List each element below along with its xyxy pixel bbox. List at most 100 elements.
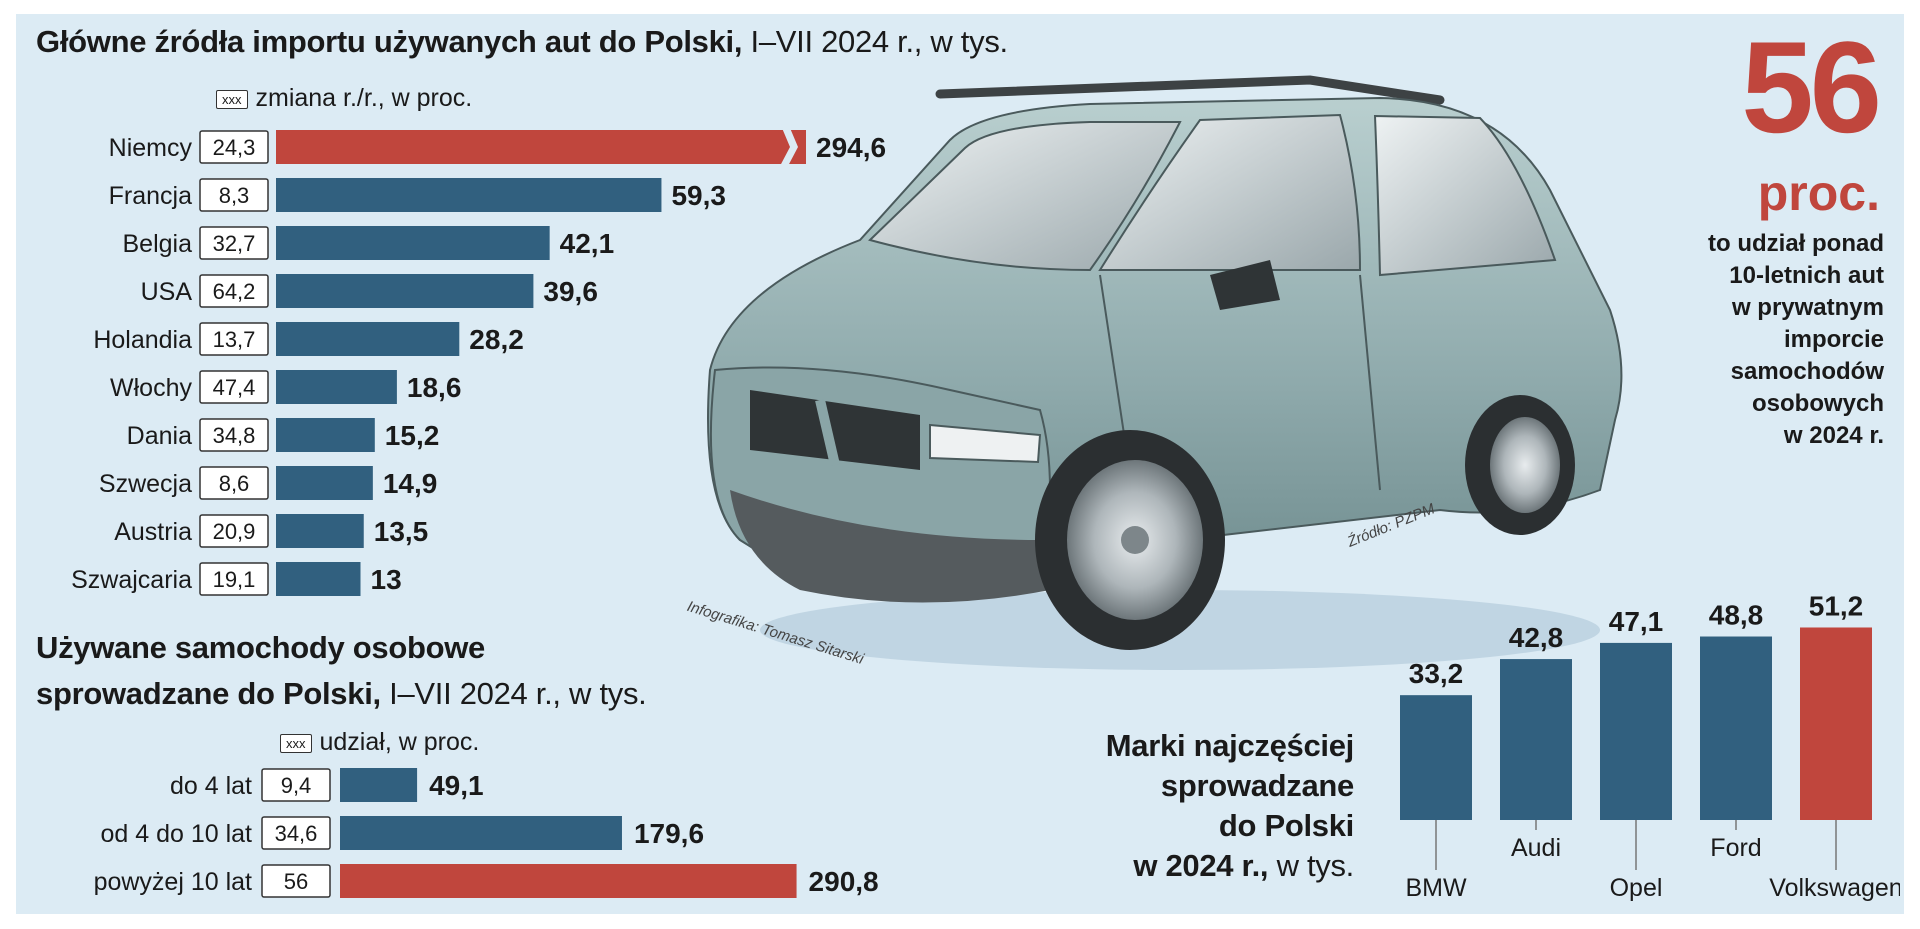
chart3-title-line2: sprowadzane	[1160, 768, 1354, 803]
value-label: 59,3	[671, 180, 726, 211]
value-label: 39,6	[543, 276, 598, 307]
change-box	[199, 514, 269, 548]
bar	[276, 370, 397, 404]
category-label: Francja	[109, 182, 192, 210]
change-value: 64,2	[213, 279, 256, 304]
bar	[1500, 659, 1572, 820]
chart3-title: Marki najczęściej sprowadzane do Polski …	[1105, 726, 1355, 886]
change-value: 20,9	[213, 519, 256, 544]
chart1-legend-text: zmiana r./r., w proc.	[255, 84, 473, 112]
chart3-title-suffix: w tys.	[1276, 848, 1355, 883]
category-label: Austria	[114, 518, 192, 546]
value-label: 42,8	[1509, 622, 1564, 653]
change-value: 8,3	[219, 183, 250, 208]
category-label: Holandia	[93, 326, 192, 354]
category-label: Belgia	[123, 230, 193, 258]
bar	[276, 130, 806, 164]
category-label: powyżej 10 lat	[94, 868, 252, 896]
bar	[276, 178, 662, 212]
value-label: 294,6	[816, 132, 886, 163]
chart2-title-suffix: I–VII 2024 r., w tys.	[389, 676, 647, 711]
callout-number: 56	[1741, 14, 1882, 160]
chart1-legend: xxx zmiana r./r., w proc.	[216, 84, 472, 113]
share-box	[261, 768, 331, 802]
change-value: 34,8	[213, 423, 256, 448]
change-box	[199, 370, 269, 404]
bar	[340, 768, 418, 802]
value-label: 51,2	[1809, 590, 1864, 621]
bar	[276, 562, 361, 596]
chart3-title-bold: w 2024 r.,	[1133, 848, 1269, 883]
chart2-legend-box: xxx	[280, 733, 312, 753]
value-label: 18,6	[407, 372, 462, 403]
value-label: 28,2	[469, 324, 524, 355]
value-label: 42,1	[560, 228, 615, 259]
value-label: 47,1	[1609, 606, 1664, 637]
chart2-title-main: sprowadzane do Polski,	[36, 676, 381, 711]
bar	[276, 322, 460, 356]
change-box	[199, 562, 269, 596]
value-label: 179,6	[634, 818, 704, 849]
chart3-title-line3: do Polski	[1218, 808, 1354, 843]
chart1-legend-box: xxx	[216, 89, 248, 109]
value-label: 290,8	[809, 866, 879, 897]
share-value: 56	[284, 869, 308, 894]
chart3-title-line4: w 2024 r., w tys.	[1106, 846, 1354, 886]
axis-break-mark	[780, 128, 798, 166]
change-value: 24,3	[213, 135, 256, 160]
callout-line: imporcie	[1783, 326, 1884, 353]
value-label: 48,8	[1709, 600, 1764, 631]
change-box	[199, 130, 269, 164]
category-label: Audi	[1511, 834, 1561, 862]
minivan-illustration	[707, 75, 1623, 670]
callout-line: osobowych	[1751, 390, 1884, 417]
share-box	[261, 816, 331, 850]
chart2-title-line2: sprowadzane do Polski, I–VII 2024 r., w …	[36, 676, 647, 712]
chart2-svg: do 4 lat 9,4 49,1 od 4 do 10 lat 34,6 179,6 po…	[94, 768, 879, 898]
value-label: 13	[371, 564, 402, 595]
callout-line: w prywatnym	[1731, 294, 1884, 321]
callout-text: to udział ponad 10-letnich aut w prywatn…	[1708, 228, 1884, 452]
bar	[1800, 627, 1872, 820]
value-label: 15,2	[385, 420, 440, 451]
change-box	[199, 274, 269, 308]
category-label: Szwajcaria	[71, 566, 192, 594]
category-label: Włochy	[110, 374, 192, 402]
chart1-title-main: Główne źródła importu używanych aut do P…	[36, 24, 743, 59]
chart1-title: Główne źródła importu używanych aut do P…	[36, 24, 1008, 60]
chart3-title-line1: Marki najczęściej	[1105, 728, 1355, 763]
change-box	[199, 178, 269, 212]
category-label: od 4 do 10 lat	[100, 820, 252, 848]
chart3-svg: 33,2 BMW 42,8 Audi 47,1 Opel 48,8 Ford 51,2 Volks…	[1400, 590, 1900, 902]
chart2-legend: xxx udział, w proc.	[280, 728, 479, 757]
value-label: 49,1	[429, 770, 484, 801]
bar	[1700, 636, 1772, 820]
change-value: 8,6	[219, 471, 250, 496]
category-label: Niemcy	[109, 134, 193, 162]
value-label: 14,9	[383, 468, 438, 499]
change-value: 47,4	[213, 375, 256, 400]
category-label: Opel	[1610, 874, 1663, 902]
chart1-svg: Niemcy 24,3 294,6 Francja 8,3 59,3 Belgia 32,7 4…	[71, 128, 886, 596]
category-label: do 4 lat	[170, 772, 252, 800]
change-box	[199, 418, 269, 452]
share-value: 9,4	[281, 773, 312, 798]
bar	[1400, 695, 1472, 820]
callout-line: w 2024 r.	[1783, 422, 1884, 449]
change-box	[199, 322, 269, 356]
change-value: 32,7	[213, 231, 256, 256]
chart1-title-suffix: I–VII 2024 r., w tys.	[750, 24, 1009, 59]
bar	[276, 466, 373, 500]
callout-line: to udział ponad	[1708, 230, 1884, 257]
bar	[276, 514, 364, 548]
category-label: USA	[141, 278, 193, 306]
category-label: Ford	[1710, 834, 1761, 862]
change-box	[199, 226, 269, 260]
bar	[1600, 642, 1672, 820]
chart2-legend-text: udział, w proc.	[319, 728, 480, 756]
category-label: BMW	[1405, 874, 1467, 902]
value-label: 13,5	[374, 516, 429, 547]
share-value: 34,6	[275, 821, 318, 846]
bar	[276, 418, 375, 452]
category-label: Szwecja	[99, 470, 192, 498]
